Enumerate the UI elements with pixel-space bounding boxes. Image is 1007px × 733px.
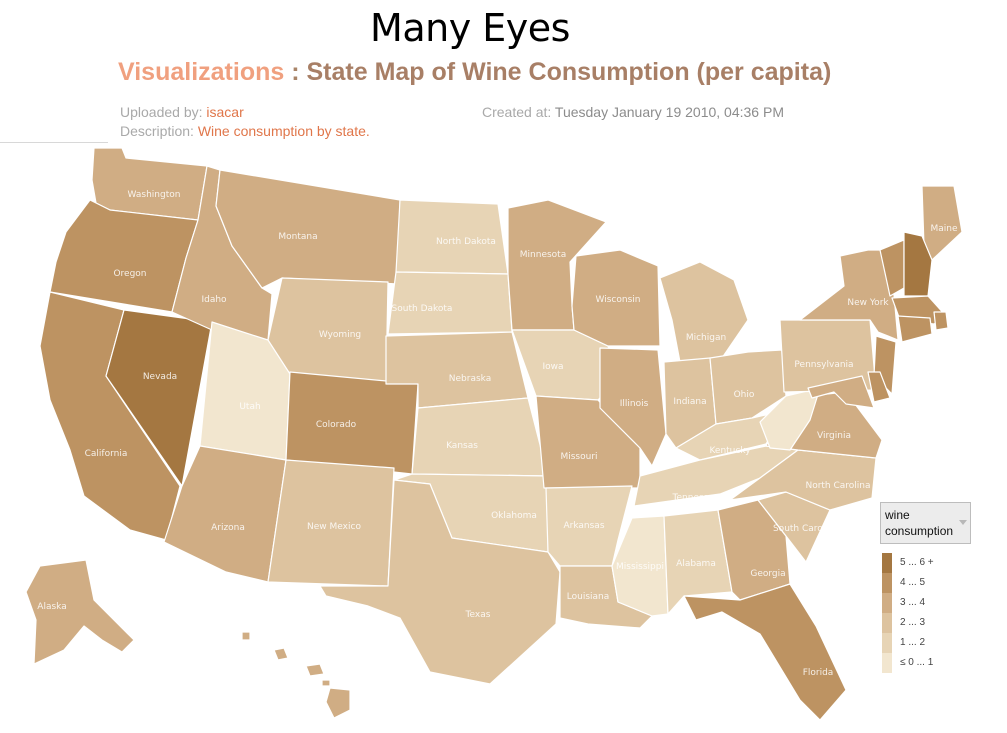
state-label-new-mexico: New Mexico — [307, 522, 361, 532]
state-new-hampshire[interactable] — [903, 231, 933, 297]
legend-swatch — [882, 593, 892, 613]
state-south-carolina[interactable] — [757, 491, 831, 563]
visualization-title: State Map of Wine Consumption (per capit… — [306, 58, 832, 86]
state-label-michigan: Michigan — [686, 333, 726, 343]
state-hawaii-island[interactable] — [273, 647, 289, 661]
slide-title: Many Eyes — [370, 6, 570, 50]
legend-swatch — [882, 633, 892, 653]
created-at-label: Created at: — [482, 104, 552, 120]
state-label-tennessee: Tennessee — [672, 493, 720, 503]
state-label-south-carolina: South Carolina — [773, 524, 839, 534]
state-label-maine: Maine — [930, 224, 957, 234]
legend-label: 3 ... 4 — [900, 597, 926, 608]
state-label-minnesota: Minnesota — [520, 250, 566, 260]
state-label-north-carolina: North Carolina — [805, 481, 870, 491]
state-label-wisconsin: Wisconsin — [596, 295, 641, 305]
state-label-south-dakota: South Dakota — [392, 304, 453, 314]
state-hawaii[interactable] — [325, 687, 351, 719]
state-label-louisiana: Louisiana — [567, 592, 610, 602]
state-label-nevada: Nevada — [143, 372, 177, 382]
state-label-colorado: Colorado — [316, 420, 357, 430]
state-hawaii-island[interactable] — [321, 679, 331, 687]
state-maine[interactable] — [921, 185, 963, 261]
state-label-ohio: Ohio — [734, 390, 755, 400]
state-hawaii-island[interactable] — [305, 663, 325, 677]
state-rhode-island[interactable] — [933, 311, 949, 331]
state-west-virginia[interactable] — [759, 387, 821, 451]
legend-swatch — [882, 553, 892, 573]
state-label-idaho: Idaho — [201, 295, 227, 305]
legend-label: 2 ... 3 — [900, 617, 926, 628]
measure-selector[interactable]: wine consumption — [880, 502, 971, 544]
state-label-kentucky: Kentucky — [709, 446, 751, 456]
state-label-alaska: Alaska — [37, 602, 66, 612]
state-label-georgia: Georgia — [750, 569, 785, 579]
state-label-missouri: Missouri — [560, 452, 597, 462]
state-label-florida: Florida — [803, 668, 834, 678]
state-label-iowa: Iowa — [542, 362, 563, 372]
divider — [0, 142, 108, 143]
description: Description: Wine consumption by state. — [120, 123, 370, 139]
created-at: Created at: Tuesday January 19 2010, 04:… — [482, 104, 784, 120]
legend-swatch — [882, 573, 892, 593]
visualization-heading: Visualizations : State Map of Wine Consu… — [118, 58, 831, 87]
state-label-pennsylvania: Pennsylvania — [794, 360, 853, 370]
state-wisconsin[interactable] — [571, 249, 661, 347]
state-illinois[interactable] — [599, 347, 667, 467]
state-label-virginia: Virginia — [817, 431, 851, 441]
state-texas[interactable] — [319, 479, 561, 685]
state-label-alabama: Alabama — [676, 559, 716, 569]
created-at-value: Tuesday January 19 2010, 04:36 PM — [554, 104, 784, 120]
state-label-utah: Utah — [239, 402, 260, 412]
state-alaska[interactable] — [25, 559, 135, 665]
state-label-wyoming: Wyoming — [319, 330, 361, 340]
measure-selector-value: wine consumption — [885, 508, 954, 538]
visualizations-link[interactable]: Visualizations — [118, 58, 285, 86]
state-kansas[interactable] — [411, 397, 549, 477]
state-south-dakota[interactable] — [387, 271, 513, 335]
legend-swatch — [882, 613, 892, 633]
heading-separator: : — [291, 58, 300, 86]
uploaded-by-label: Uploaded by: — [120, 104, 203, 120]
state-label-indiana: Indiana — [673, 397, 706, 407]
state-alabama[interactable] — [663, 509, 733, 615]
state-label-north-dakota: North Dakota — [436, 237, 496, 247]
legend-label: 4 ... 5 — [900, 577, 926, 588]
state-label-arizona: Arizona — [211, 523, 245, 533]
state-connecticut[interactable] — [897, 315, 933, 343]
uploader-link[interactable]: isacar — [206, 104, 244, 120]
description-text: Wine consumption by state. — [197, 123, 370, 139]
legend-swatch — [882, 653, 892, 673]
state-label-oregon: Oregon — [113, 269, 146, 279]
state-label-oklahoma: Oklahoma — [491, 511, 537, 521]
state-label-new-york: New York — [847, 298, 889, 308]
us-state-map: Washington Oregon California Nevada Idaho Mon… — [25, 147, 963, 721]
state-label-mississippi: Mississippi — [616, 562, 664, 572]
state-michigan[interactable] — [659, 261, 749, 363]
state-hawaii-island[interactable] — [241, 631, 251, 641]
legend-label: 1 ... 2 — [900, 637, 926, 648]
state-label-california: California — [85, 449, 128, 459]
legend-label: 5 ... 6 + — [900, 557, 934, 568]
description-label: Description: — [120, 123, 194, 139]
state-florida[interactable] — [683, 583, 847, 721]
chevron-down-icon[interactable] — [959, 520, 967, 525]
uploaded-by: Uploaded by: isacar — [120, 104, 244, 120]
state-label-illinois: Illinois — [620, 399, 649, 409]
state-label-kansas: Kansas — [446, 441, 478, 451]
state-label-arkansas: Arkansas — [563, 521, 604, 531]
state-label-washington: Washington — [128, 190, 181, 200]
state-label-nebraska: Nebraska — [449, 374, 491, 384]
state-delaware[interactable] — [867, 371, 891, 403]
state-label-texas: Texas — [465, 610, 491, 620]
legend-label: ≤ 0 ... 1 — [900, 657, 934, 668]
state-label-montana: Montana — [278, 232, 317, 242]
state-maryland[interactable] — [807, 375, 875, 409]
